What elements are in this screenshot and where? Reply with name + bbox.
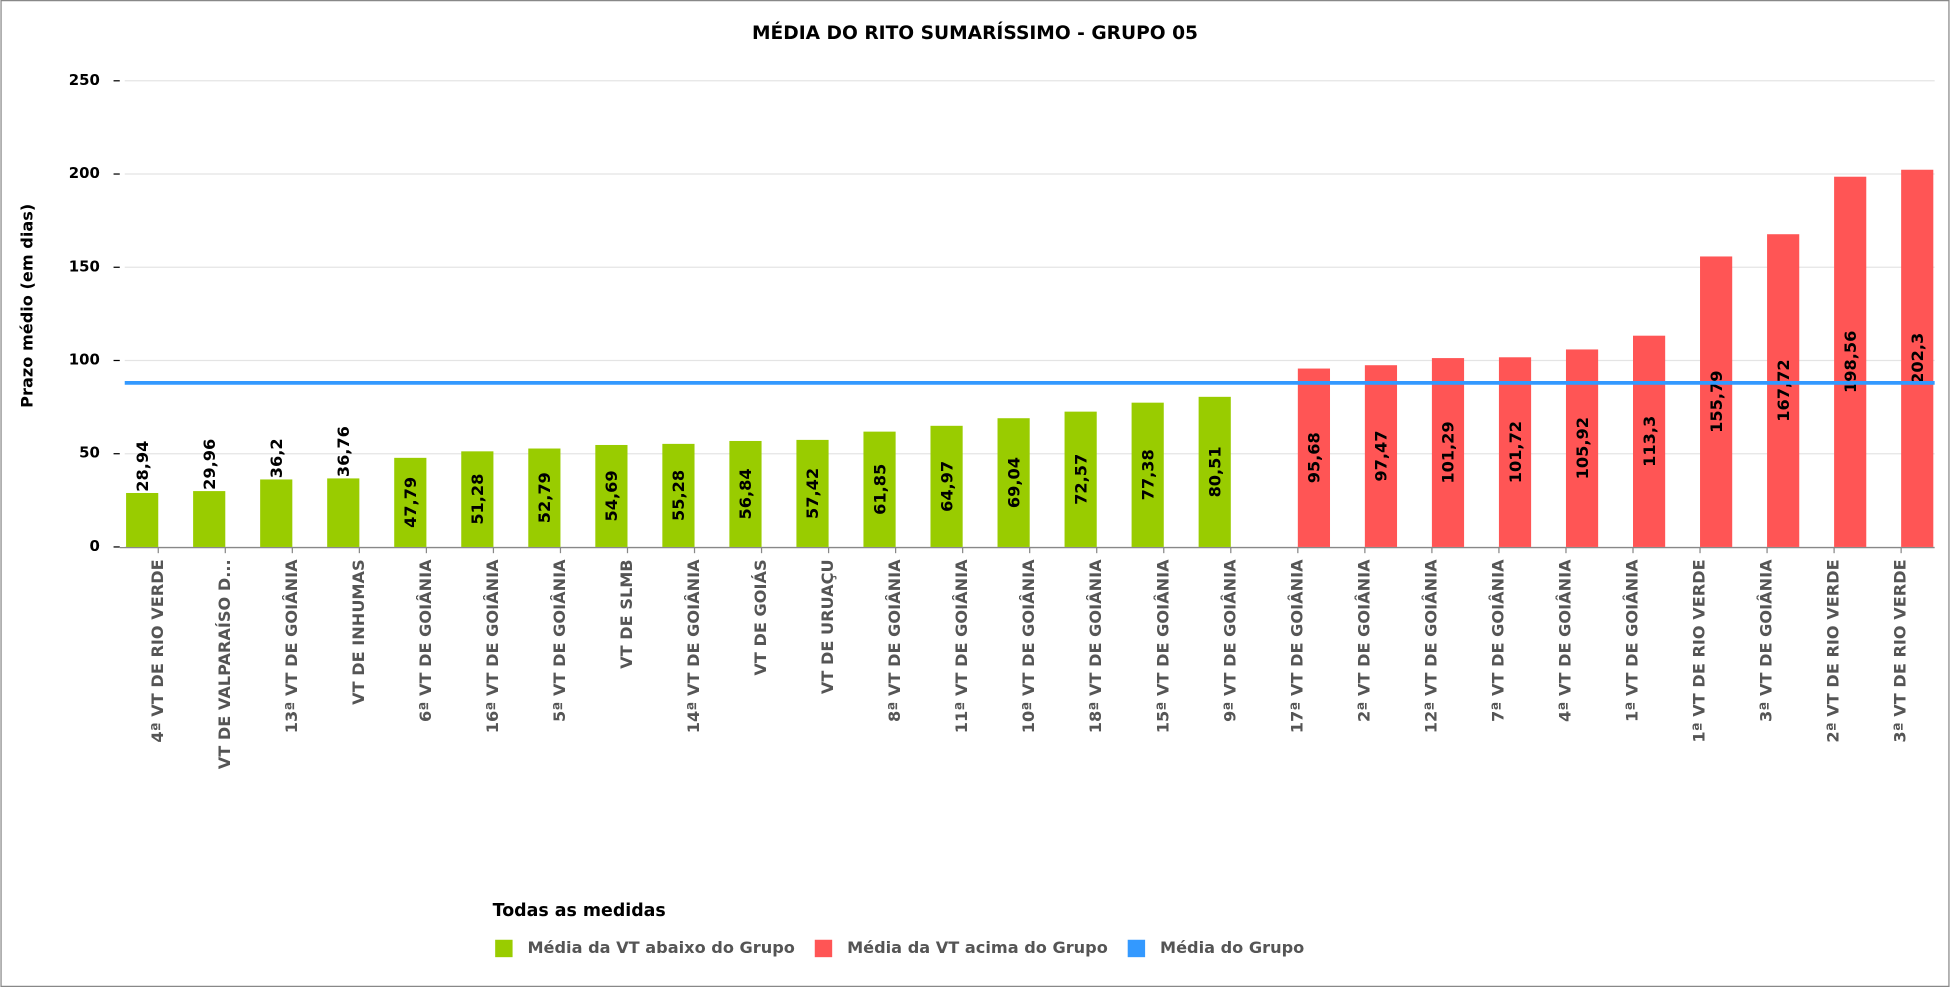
legend-label: Média da VT abaixo do Grupo <box>527 938 794 957</box>
bar <box>528 448 561 547</box>
value-label: 202,3 <box>1908 333 1927 384</box>
y-tick-label: 50 <box>79 444 100 462</box>
bar <box>1767 234 1800 547</box>
value-label: 105,92 <box>1573 417 1592 479</box>
x-tick-label: VT DE GOIÁS <box>751 559 770 675</box>
value-label: 56,84 <box>736 468 755 519</box>
legend-label: Média da VT acima do Grupo <box>847 938 1108 957</box>
bar <box>1834 176 1867 547</box>
value-label: 57,42 <box>803 468 822 519</box>
x-tick-label: 10ª VT DE GOIÂNIA <box>1019 559 1038 733</box>
x-tick-label: VT DE INHUMAS <box>349 559 368 704</box>
bar <box>1064 411 1097 547</box>
x-tick-label: 11ª VT DE GOIÂNIA <box>952 559 971 733</box>
legend-swatch <box>495 939 513 958</box>
value-label: 69,04 <box>1004 457 1023 508</box>
x-tick-label: 9ª VT DE GOIÂNIA <box>1220 559 1239 722</box>
y-tick-label: 200 <box>69 164 100 182</box>
bar <box>1431 358 1465 547</box>
value-label: 72,57 <box>1071 454 1090 505</box>
bar <box>997 418 1030 547</box>
bar <box>796 439 829 547</box>
bar <box>126 492 159 547</box>
value-label: 36,2 <box>267 438 286 478</box>
x-tick-label: 16ª VT DE GOIÂNIA <box>483 559 502 733</box>
x-tick-label: 5ª VT DE GOIÂNIA <box>550 559 569 722</box>
x-tick-label: 2ª VT DE RIO VERDE <box>1824 559 1843 742</box>
x-tick-label: VT DE SLMB <box>617 559 636 668</box>
bar <box>1198 396 1231 547</box>
x-tick-label: 6ª VT DE GOIÂNIA <box>416 559 435 722</box>
x-tick-label: 15ª VT DE GOIÂNIA <box>1153 559 1172 733</box>
x-tick-label: 4ª VT DE GOIÂNIA <box>1555 559 1574 722</box>
bar <box>930 425 963 547</box>
value-label: 52,79 <box>535 472 554 523</box>
bar <box>461 451 494 547</box>
x-tick-label: 13ª VT DE GOIÂNIA <box>282 559 301 733</box>
chart-title: MÉDIA DO RITO SUMARÍSSIMO - GRUPO 05 <box>752 21 1198 44</box>
value-label: 36,76 <box>334 426 353 477</box>
value-label: 55,28 <box>669 470 688 521</box>
value-label: 155,79 <box>1707 371 1726 433</box>
legend-swatch <box>1127 939 1146 958</box>
value-label: 47,79 <box>401 477 420 528</box>
x-tick-label: 12ª VT DE GOIÂNIA <box>1421 559 1440 733</box>
value-label: 29,96 <box>200 439 219 490</box>
x-tick-label: 14ª VT DE GOIÂNIA <box>684 559 703 733</box>
value-label: 77,38 <box>1138 449 1157 500</box>
x-tick-label: 8ª VT DE GOIÂNIA <box>885 559 904 722</box>
y-tick-label: 250 <box>69 71 100 89</box>
x-tick-label: 3ª VT DE RIO VERDE <box>1891 559 1910 742</box>
x-tick-label: 7ª VT DE GOIÂNIA <box>1488 559 1507 722</box>
legend-swatch <box>814 939 833 958</box>
bar <box>1498 357 1532 547</box>
value-label: 61,85 <box>870 464 889 515</box>
bar <box>1633 335 1666 547</box>
x-tick-label: 1ª VT DE RIO VERDE <box>1690 559 1709 742</box>
legend-title: Todas as medidas <box>493 901 666 921</box>
bar <box>1364 365 1398 547</box>
value-label: 198,56 <box>1841 331 1860 393</box>
x-tick-label: 4ª VT DE RIO VERDE <box>148 559 167 742</box>
bar <box>595 444 628 547</box>
bar <box>729 440 762 547</box>
x-tick-label: 18ª VT DE GOIÂNIA <box>1086 559 1105 733</box>
x-tick-label: 2ª VT DE GOIÂNIA <box>1354 559 1373 722</box>
legend-label: Média do Grupo <box>1160 938 1304 957</box>
x-tick-label: VT DE URUAÇU <box>818 559 837 694</box>
value-label: 101,72 <box>1506 421 1525 483</box>
x-tick-label: VT DE VALPARAÍSO D... <box>215 559 234 769</box>
bar <box>1131 402 1164 547</box>
value-label: 113,3 <box>1640 416 1659 467</box>
value-label: 95,68 <box>1305 432 1324 483</box>
bar <box>863 431 896 547</box>
value-label: 167,72 <box>1774 359 1793 421</box>
bar <box>394 457 427 547</box>
bar <box>1700 256 1733 547</box>
bar <box>193 491 226 547</box>
bar <box>662 443 695 547</box>
y-tick-label: 0 <box>90 537 100 555</box>
x-tick-label: 17ª VT DE GOIÂNIA <box>1287 559 1306 733</box>
value-label: 80,51 <box>1205 446 1224 497</box>
y-tick-label: 150 <box>69 257 100 275</box>
bar <box>327 478 360 547</box>
y-axis-title: Prazo médio (em dias) <box>17 204 36 408</box>
x-tick-label: 1ª VT DE GOIÂNIA <box>1623 559 1642 722</box>
value-label: 97,47 <box>1372 431 1391 482</box>
bar <box>260 479 293 547</box>
value-label: 54,69 <box>602 470 621 521</box>
bar <box>1297 368 1331 547</box>
value-label: 64,97 <box>937 461 956 512</box>
x-tick-label: 3ª VT DE GOIÂNIA <box>1757 559 1776 722</box>
value-label: 51,28 <box>468 474 487 525</box>
value-label: 101,29 <box>1439 421 1458 483</box>
bar <box>1901 169 1934 547</box>
value-label: 28,94 <box>133 441 152 492</box>
y-tick-label: 100 <box>69 350 100 368</box>
